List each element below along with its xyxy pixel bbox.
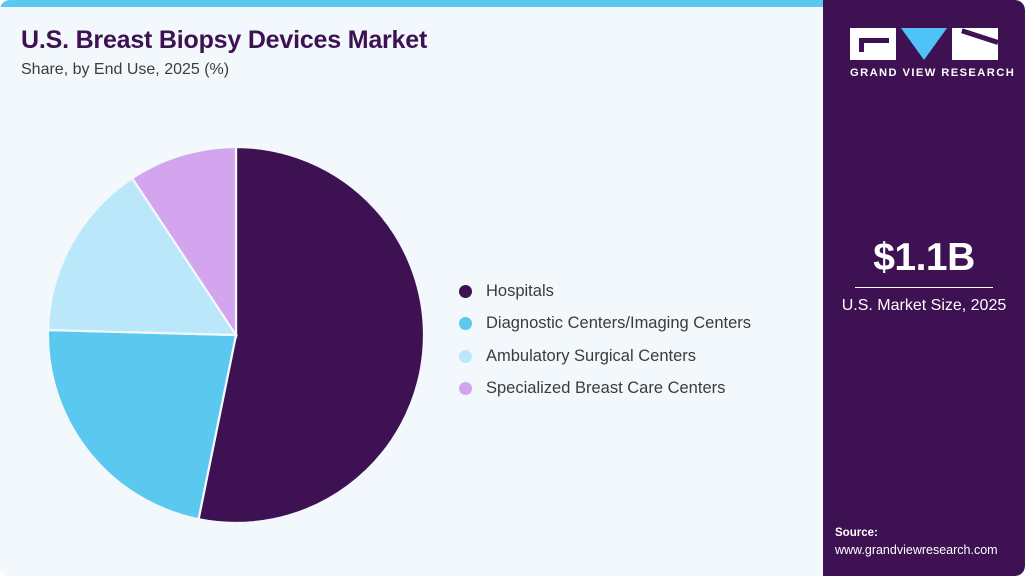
gvr-logo: GRAND VIEW RESEARCH [850, 28, 1016, 79]
gvr-logo-marks [850, 28, 998, 60]
stat-divider [855, 286, 993, 288]
legend-swatch-diagnostic-centers [459, 317, 472, 331]
legend-label-specialized-breast-care-centers: Specialized Breast Care Centers [486, 379, 726, 398]
market-size-stat: $1.1B U.S. Market Size, 2025 [823, 236, 1025, 317]
top-accent-bar [0, 0, 823, 7]
legend-item-hospitals[interactable]: Hospitals [459, 275, 751, 308]
brand-panel: GRAND VIEW RESEARCH $1.1B U.S. Market Si… [823, 0, 1025, 576]
pie-slice[interactable] [130, 145, 238, 339]
legend-swatch-specialized-breast-care-centers [459, 382, 472, 396]
market-size-caption: U.S. Market Size, 2025 [841, 296, 1007, 314]
brand-name: GRAND VIEW RESEARCH [850, 67, 1016, 79]
legend-label-ambulatory-surgical-centers: Ambulatory Surgical Centers [486, 346, 697, 365]
pie-slice-group [46, 145, 426, 525]
legend-item-specialized-breast-care-centers[interactable]: Specialized Breast Care Centers [459, 373, 751, 406]
logo-r-icon [952, 28, 998, 60]
pie-chart [46, 145, 426, 525]
legend-item-diagnostic-centers[interactable]: Diagnostic Centers/Imaging Centers [459, 308, 751, 341]
source-block: Source: www.grandviewresearch.com [835, 525, 1025, 559]
legend-swatch-ambulatory-surgical-centers [459, 349, 472, 363]
logo-g-icon [850, 28, 896, 60]
page-title: U.S. Breast Biopsy Devices Market [21, 26, 428, 54]
legend-item-ambulatory-surgical-centers[interactable]: Ambulatory Surgical Centers [459, 340, 751, 373]
page-subtitle: Share, by End Use, 2025 (%) [21, 61, 230, 78]
chart-legend: Hospitals Diagnostic Centers/Imaging Cen… [459, 275, 751, 405]
market-size-value: $1.1B [873, 236, 975, 279]
triangle-icon-svg [901, 28, 947, 60]
pie-chart-svg [46, 145, 426, 525]
legend-swatch-hospitals [459, 284, 472, 298]
pie-slice[interactable] [197, 145, 426, 525]
logo-v-triangle-icon [901, 28, 947, 60]
pie-slice[interactable] [46, 176, 239, 337]
source-url[interactable]: www.grandviewresearch.com [835, 542, 998, 557]
legend-label-diagnostic-centers: Diagnostic Centers/Imaging Centers [486, 314, 752, 333]
pie-slice[interactable] [46, 328, 238, 521]
source-label: Source: [835, 527, 878, 539]
legend-label-hospitals: Hospitals [486, 281, 554, 300]
chart-pane: U.S. Breast Biopsy Devices Market Share,… [0, 7, 823, 576]
